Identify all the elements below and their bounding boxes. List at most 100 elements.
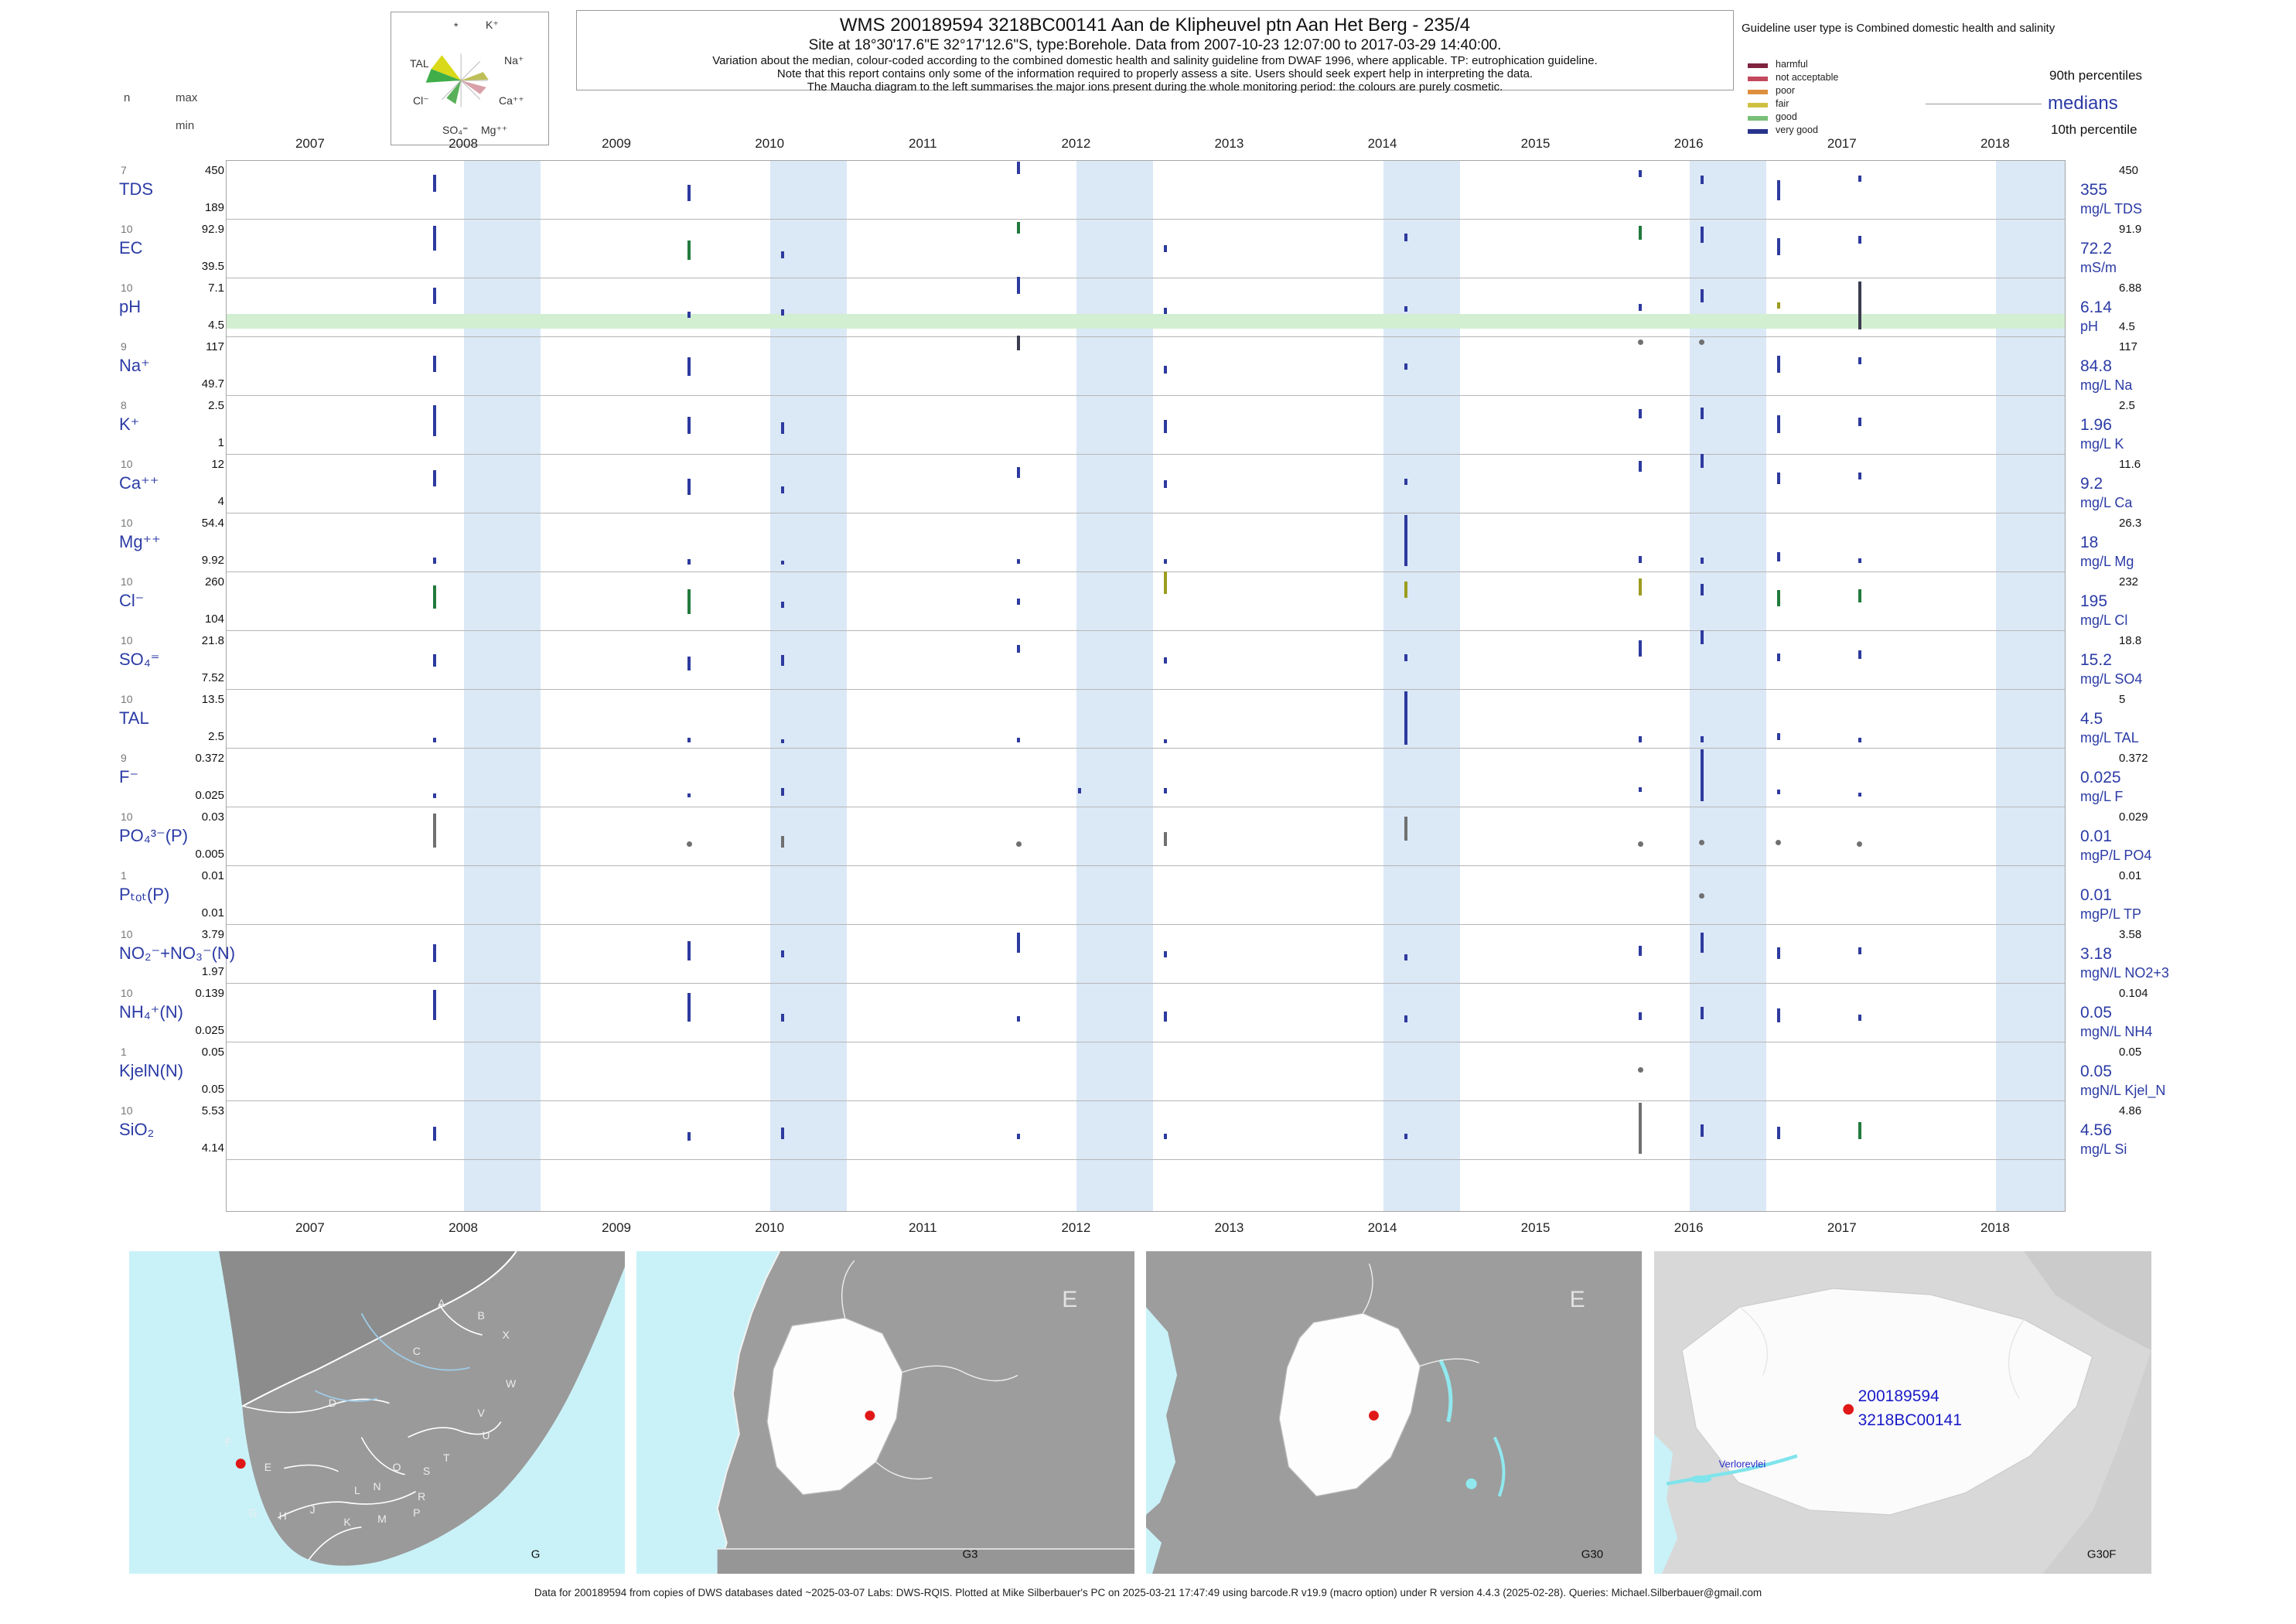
data-mark <box>1776 589 1780 607</box>
drainage-letter: J <box>309 1503 316 1516</box>
data-mark <box>433 469 437 487</box>
row-separator <box>227 454 2065 455</box>
drainage-letter: G <box>248 1506 258 1519</box>
param-max: 450 <box>204 164 224 177</box>
data-mark <box>1404 479 1408 485</box>
param-min: 0.01 <box>201 906 224 919</box>
param-median: 15.2 <box>2080 651 2112 669</box>
param-min: 0.025 <box>195 789 224 802</box>
data-mark <box>1776 356 1780 373</box>
data-mark <box>1639 736 1643 742</box>
drainage-letter: K <box>343 1516 351 1529</box>
row-separator <box>227 630 2065 631</box>
data-mark <box>781 486 784 494</box>
param-median: 4.5 <box>2080 710 2103 728</box>
data-mark <box>1700 629 1704 644</box>
param-unit: mg/L K <box>2080 436 2124 452</box>
param-label: pH <box>119 297 142 316</box>
param-median: 0.05 <box>2080 1063 2112 1080</box>
param-p90: 3.58 <box>2119 928 2142 941</box>
data-mark <box>1776 302 1780 309</box>
data-mark <box>1404 363 1408 370</box>
param-median: 0.05 <box>2080 1004 2112 1022</box>
param-max: 7.1 <box>208 281 224 295</box>
guideline-class-swatch <box>1748 103 1768 107</box>
ocean <box>1146 1307 1178 1515</box>
param-median: 0.01 <box>2080 827 2112 845</box>
data-mark <box>1404 653 1408 661</box>
param-p90: 0.05 <box>2119 1046 2142 1059</box>
data-mark <box>433 814 437 848</box>
data-mark <box>1164 571 1168 595</box>
ion-label: K⁺ <box>486 19 499 31</box>
data-mark <box>1776 552 1780 562</box>
data-mark <box>1639 1012 1643 1021</box>
param-n: 9 <box>121 340 127 353</box>
data-mark <box>1776 947 1780 960</box>
param-unit: mgP/L TP <box>2080 906 2142 922</box>
row-separator <box>227 748 2065 749</box>
param-unit: mg/L Ca <box>2080 495 2133 510</box>
year-label: 2010 <box>755 1220 785 1235</box>
maucha-legend: * K⁺ TAL Na⁺ Cl⁻ Ca⁺⁺ SO₄⁼ Mg⁺⁺ <box>391 12 549 145</box>
param-label: KjelN(N) <box>119 1061 184 1080</box>
map-code-label: G3 <box>962 1547 978 1561</box>
data-mark <box>433 585 437 609</box>
data-mark <box>781 309 784 316</box>
param-min: 104 <box>204 612 224 626</box>
data-mark <box>1639 787 1643 793</box>
param-min: 0.025 <box>195 1024 224 1037</box>
data-mark <box>1017 559 1021 565</box>
param-label: NO₂⁻+NO₃⁻(N) <box>119 943 236 963</box>
param-n: 10 <box>121 634 133 647</box>
param-p90: 450 <box>2119 164 2139 177</box>
data-mark <box>1776 733 1780 741</box>
row-separator <box>227 1100 2065 1101</box>
drainage-letter: E <box>264 1461 272 1474</box>
data-mark <box>1776 472 1780 484</box>
ion-label: Cl⁻ <box>413 94 429 107</box>
guideline-class-swatch <box>1748 63 1768 68</box>
param-label: PO₄³⁻(P) <box>119 826 189 845</box>
param-max: 3.79 <box>201 928 224 941</box>
maucha-petal <box>431 55 462 80</box>
map-g30f-labels: 200189594 3218BC00141 Verlorevlei G30F <box>1654 1251 2151 1574</box>
maucha-petal <box>446 80 462 104</box>
year-label: 2016 <box>1673 1220 1704 1235</box>
drainage-letter: D <box>328 1396 336 1409</box>
data-mark <box>1637 841 1643 847</box>
guideline-class-label: good <box>1776 111 1797 122</box>
site-id-label: 3218BC00141 <box>1858 1411 1962 1429</box>
year-label: 2015 <box>1520 1220 1551 1235</box>
data-mark <box>1404 954 1408 960</box>
data-mark <box>687 558 691 565</box>
param-label: TAL <box>119 708 149 728</box>
data-mark <box>687 793 691 798</box>
param-median: 72.2 <box>2080 240 2112 258</box>
year-label: 2018 <box>1980 136 2010 151</box>
data-mark <box>1776 1127 1780 1139</box>
map-g30-graphic <box>1146 1251 1642 1574</box>
param-median: 6.14 <box>2080 299 2112 316</box>
data-mark <box>1858 792 1861 797</box>
region-letter: E <box>1569 1286 1585 1312</box>
row-separator <box>227 395 2065 396</box>
param-min: 49.7 <box>201 377 224 391</box>
data-mark <box>687 185 691 202</box>
param-median: 4.56 <box>2080 1121 2112 1139</box>
param-n: 10 <box>121 517 133 529</box>
report-header: WMS 200189594 3218BC00141 Aan de Klipheu… <box>576 10 1734 94</box>
year-label: 2013 <box>1214 1220 1244 1235</box>
data-mark <box>1015 841 1022 847</box>
ph-guideline-band <box>227 313 2065 329</box>
param-max: 5.53 <box>201 1104 224 1117</box>
row-separator <box>227 924 2065 925</box>
site-marker-dot <box>865 1411 875 1421</box>
data-mark <box>1700 932 1704 953</box>
data-mark <box>1858 472 1861 479</box>
data-mark <box>1404 691 1408 745</box>
data-mark <box>1637 1066 1643 1073</box>
row-separator <box>227 865 2065 866</box>
map-code-label: G30 <box>1581 1547 1604 1561</box>
param-n: 9 <box>121 752 127 764</box>
